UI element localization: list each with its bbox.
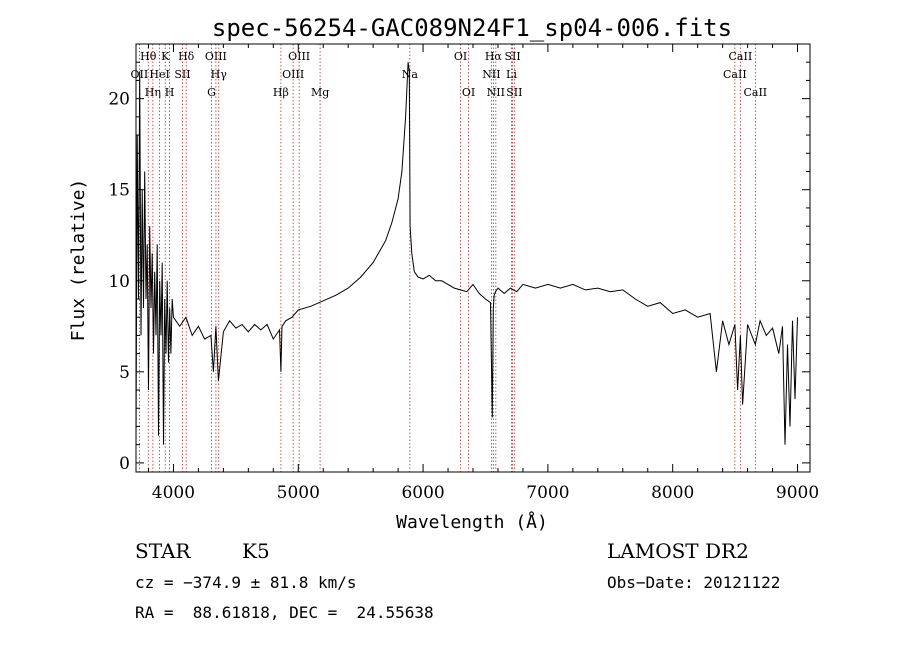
x-tick-label: 7000 — [526, 483, 569, 503]
plot-frame — [135, 43, 811, 473]
line-marker-label: Hη — [145, 86, 161, 99]
y-tick-label: 10 — [108, 272, 130, 292]
line-marker-label: SII — [504, 50, 520, 63]
line-marker-label: SII — [506, 86, 522, 99]
line-marker-label: Hδ — [178, 50, 195, 63]
line-markers — [138, 44, 756, 472]
line-marker-label: Hθ — [140, 50, 157, 63]
line-marker-label: Hα — [485, 50, 503, 63]
line-marker-label: NII — [482, 68, 500, 81]
x-tick-label: 9000 — [776, 483, 819, 503]
line-marker-label: Na — [402, 68, 419, 81]
y-axis: 0 5 10 15 20 — [108, 61, 810, 474]
redshift-value: cz = −374.9 ± 81.8 km/s — [135, 573, 357, 592]
line-marker-label: OI — [454, 50, 467, 63]
line-marker-label: CaII — [729, 50, 753, 63]
y-tick-label: 15 — [108, 181, 130, 201]
x-axis: 4000 5000 6000 7000 8000 9000 — [147, 44, 819, 503]
line-marker-label: Hβ — [273, 86, 289, 99]
object-subclass: K5 — [242, 539, 270, 563]
line-marker-label: CaII — [723, 68, 747, 81]
line-marker-label: Hγ — [211, 68, 228, 81]
line-marker-label: NII — [487, 86, 505, 99]
line-marker-label: Li — [506, 68, 517, 81]
chart-title: spec-56254-GAC089N24F1_sp04-006.fits — [212, 14, 732, 42]
line-marker-label: OI — [462, 86, 475, 99]
line-marker-label: K — [161, 50, 170, 63]
x-tick-label: 8000 — [651, 483, 694, 503]
y-tick-label: 20 — [108, 90, 130, 110]
line-marker-label: CaII — [743, 86, 767, 99]
line-marker-label: OIII — [288, 50, 310, 63]
line-marker-label: Mg — [311, 86, 329, 99]
line-marker-label: HeI — [149, 68, 169, 81]
x-tick-label: 6000 — [401, 483, 444, 503]
x-tick-label: 4000 — [152, 483, 195, 503]
survey-name: LAMOST DR2 — [607, 539, 749, 563]
line-marker-label: H — [165, 86, 175, 99]
line-marker-label: G — [207, 86, 216, 99]
line-marker-labels: OIIHθHηHeIKHSIIHδGOIIIHγHβOIIIOIIIMgNaOI… — [131, 50, 768, 99]
y-tick-label: 0 — [119, 454, 130, 474]
observation-date: Obs−Date: 20121122 — [607, 573, 781, 592]
x-axis-label: Wavelength (Å) — [396, 511, 548, 533]
line-marker-label: OIII — [282, 68, 304, 81]
x-tick-label: 5000 — [277, 483, 320, 503]
line-marker-label: OIII — [205, 50, 227, 63]
spectrum-series-line — [135, 62, 798, 445]
object-class: STAR — [135, 539, 191, 563]
line-marker-label: SII — [174, 68, 190, 81]
y-tick-label: 5 — [119, 363, 130, 383]
y-axis-label: Flux (relative) — [68, 179, 89, 342]
coordinates: RA = 88.61818, DEC = 24.55638 — [135, 603, 434, 622]
